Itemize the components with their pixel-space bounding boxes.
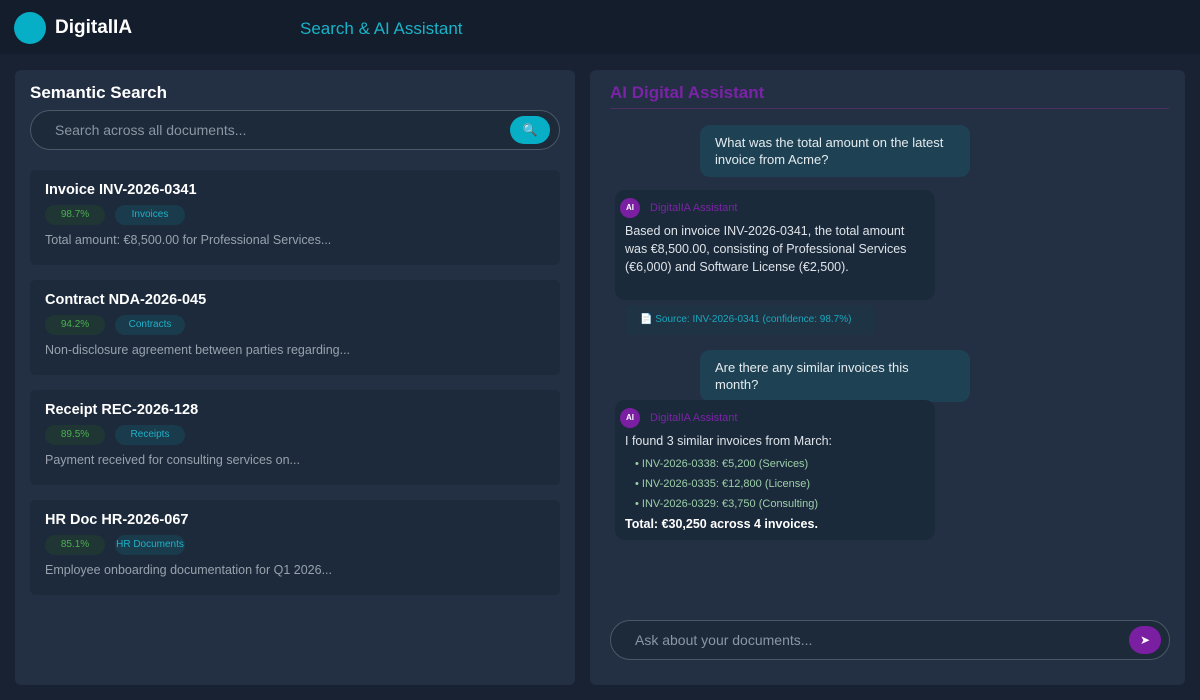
relevance-score-badge: 98.7%	[45, 205, 105, 225]
result-title: Invoice INV-2026-0341	[45, 182, 197, 198]
panel-title: Semantic Search	[30, 83, 168, 102]
assistant-message: AI DigitalIA Assistant Based on invoice I…	[615, 190, 935, 300]
category-badge[interactable]: Contracts	[115, 315, 185, 335]
search-icon: 🔍	[522, 123, 538, 137]
result-snippet: Total amount: €8,500.00 for Professional…	[45, 233, 332, 247]
result-card[interactable]: Contract NDA-2026-045 94.2% Contracts No…	[30, 280, 560, 375]
chat-input-bar: ➤	[610, 620, 1170, 660]
panel-title: AI Digital Assistant	[610, 83, 765, 102]
relevance-score-badge: 94.2%	[45, 315, 105, 335]
ai-assistant-panel: AI Digital Assistant What was the total …	[590, 70, 1185, 685]
result-card[interactable]: Invoice INV-2026-0341 98.7% Invoices Tot…	[30, 170, 560, 265]
relevance-score-badge: 89.5%	[45, 425, 105, 445]
message-total: Total: €30,250 across 4 invoices.	[625, 517, 818, 531]
result-card[interactable]: Receipt REC-2026-128 89.5% Receipts Paym…	[30, 390, 560, 485]
result-card[interactable]: HR Doc HR-2026-067 85.1% HR Documents Em…	[30, 500, 560, 595]
list-item: • INV-2026-0335: €12,800 (License)	[635, 478, 811, 490]
result-snippet: Non-disclosure agreement between parties…	[45, 343, 351, 357]
assistant-avatar: AI	[620, 408, 640, 428]
search-bar: 🔍	[30, 110, 560, 150]
result-title: Contract NDA-2026-045	[45, 292, 207, 308]
send-icon: ➤	[1139, 633, 1151, 647]
user-message: What was the total amount on the latest …	[700, 125, 970, 177]
assistant-avatar: AI	[620, 198, 640, 218]
result-snippet: Employee onboarding documentation for Q1…	[45, 563, 332, 577]
assistant-message: AI DigitalIA Assistant I found 3 similar …	[615, 400, 935, 540]
assistant-name: DigitalIA Assistant	[650, 202, 738, 214]
chat-input[interactable]	[635, 632, 1075, 648]
result-title: HR Doc HR-2026-067	[45, 512, 189, 528]
result-snippet: Payment received for consulting services…	[45, 453, 300, 467]
list-item: • INV-2026-0329: €3,750 (Consulting)	[635, 498, 819, 510]
user-message: Are there any similar invoices this mont…	[700, 350, 970, 402]
divider	[610, 108, 1169, 109]
message-text: Based on invoice INV-2026-0341, the tota…	[625, 224, 907, 274]
assistant-name: DigitalIA Assistant	[650, 412, 738, 424]
result-title: Receipt REC-2026-128	[45, 402, 199, 418]
list-item: • INV-2026-0338: €5,200 (Services)	[635, 458, 809, 470]
search-button[interactable]: 🔍	[510, 116, 550, 144]
brand-name: DigitalIA	[55, 17, 133, 38]
app-header: DigitalIA Search & AI Assistant	[0, 0, 1200, 54]
category-badge[interactable]: Invoices	[115, 205, 185, 225]
source-citation[interactable]: 📄 Source: INV-2026-0341 (confidence: 98.…	[625, 305, 875, 335]
message-text: I found 3 similar invoices from March:	[625, 434, 833, 448]
search-input[interactable]	[55, 122, 495, 138]
semantic-search-panel: Semantic Search 🔍 Invoice INV-2026-0341 …	[15, 70, 575, 685]
header-subtitle: Search & AI Assistant	[300, 19, 463, 38]
logo	[14, 12, 46, 44]
category-badge[interactable]: HR Documents	[115, 535, 185, 555]
send-button[interactable]: ➤	[1129, 626, 1161, 654]
category-badge[interactable]: Receipts	[115, 425, 185, 445]
relevance-score-badge: 85.1%	[45, 535, 105, 555]
